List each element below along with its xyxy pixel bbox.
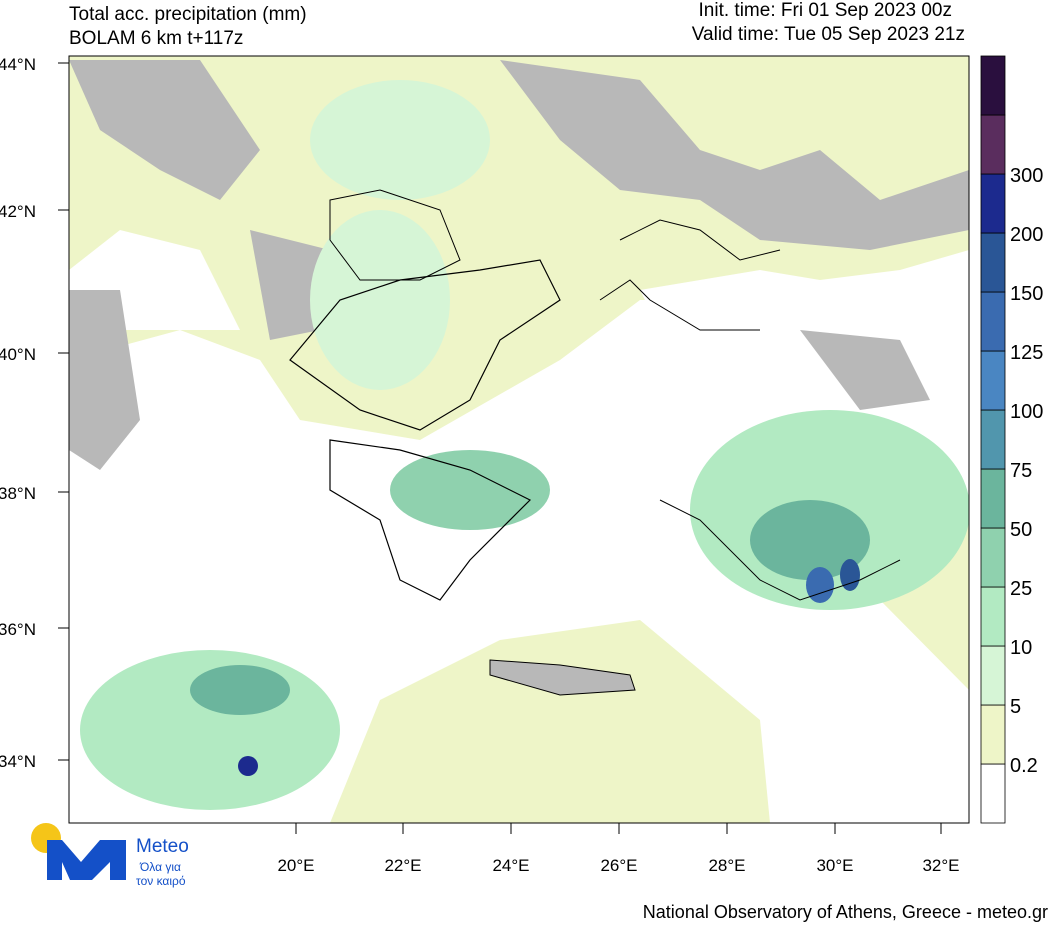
axis-ticks: 44°N 42°N 40°N 38°N 36°N 34°N 20°E 22°E 24°E 26°E… <box>0 55 960 875</box>
precip-blob <box>840 559 860 591</box>
crete <box>489 659 636 696</box>
colorbar-segment <box>980 55 1006 116</box>
colorbar-label: 10 <box>1010 637 1032 659</box>
colorbar-label: 300 <box>1010 165 1043 187</box>
precip-blob <box>190 665 290 715</box>
lon-label: 28°E <box>708 856 745 875</box>
logo-m <box>47 840 126 880</box>
lat-label: 40°N <box>0 345 36 364</box>
coastline <box>599 219 901 601</box>
colorbar-segment <box>980 468 1006 529</box>
colorbar-segment <box>980 645 1006 706</box>
valid-time: Valid time: Tue 05 Sep 2023 21z <box>692 24 965 45</box>
colorbar-label: 125 <box>1010 342 1043 364</box>
lon-label: 22°E <box>384 856 421 875</box>
border <box>289 259 561 431</box>
logo: Meteo Όλα για τον καιρό <box>31 823 189 888</box>
colorbar: 0.2 5 10 25 50 75 100 125 150 200 300 <box>980 55 1043 824</box>
lat-label: 34°N <box>0 752 36 771</box>
colorbar-label: 50 <box>1010 519 1032 541</box>
footer: National Observatory of Athens, Greece -… <box>643 902 1048 922</box>
land-gray <box>69 60 260 200</box>
border <box>329 189 461 281</box>
lat-label: 38°N <box>0 484 36 503</box>
precip-blob <box>750 500 870 580</box>
colorbar-segment <box>980 409 1006 470</box>
init-time: Init. time: Fri 01 Sep 2023 00z <box>699 0 952 21</box>
precip-blob <box>806 567 834 603</box>
land-gray <box>69 290 140 470</box>
colorbar-segment <box>980 232 1006 293</box>
map-frame <box>68 55 970 824</box>
colorbar-segment <box>980 114 1006 175</box>
land-gray <box>800 330 930 410</box>
lon-label: 26°E <box>600 856 637 875</box>
colorbar-segment <box>980 763 1006 824</box>
lon-label: 20°E <box>277 856 314 875</box>
colorbar-label: 5 <box>1010 696 1021 718</box>
colorbar-segment <box>980 173 1006 234</box>
precip-blob <box>310 210 450 390</box>
precip-blob <box>310 80 490 200</box>
logo-name: Meteo <box>136 836 189 857</box>
lon-label: 32°E <box>922 856 959 875</box>
map <box>68 55 970 824</box>
lat-label: 36°N <box>0 620 36 639</box>
colorbar-label: 150 <box>1010 283 1043 305</box>
model-label: BOLAM 6 km t+117z <box>69 28 243 49</box>
lat-label: 44°N <box>0 55 36 74</box>
border <box>329 439 532 601</box>
colorbar-label: 200 <box>1010 224 1043 246</box>
precip-blob <box>238 756 258 776</box>
lon-label: 24°E <box>492 856 529 875</box>
colorbar-segment <box>980 350 1006 411</box>
map-title: Total acc. precipitation (mm) <box>69 4 307 25</box>
colorbar-label: 75 <box>1010 460 1032 482</box>
logo-line: τον καιρό <box>136 874 186 888</box>
marmara <box>640 250 969 330</box>
lat-label: 42°N <box>0 202 36 221</box>
land-gray <box>500 60 969 250</box>
land-gray <box>250 230 330 340</box>
logo-line: Όλα για <box>139 860 181 874</box>
colorbar-segment <box>980 291 1006 352</box>
precip-blob <box>390 450 550 530</box>
colorbar-segment <box>980 586 1006 647</box>
lon-label: 30°E <box>816 856 853 875</box>
colorbar-label: 0.2 <box>1010 755 1038 777</box>
colorbar-label: 100 <box>1010 401 1043 423</box>
colorbar-segment <box>980 704 1006 765</box>
colorbar-segment <box>980 527 1006 588</box>
colorbar-label: 25 <box>1010 578 1032 600</box>
